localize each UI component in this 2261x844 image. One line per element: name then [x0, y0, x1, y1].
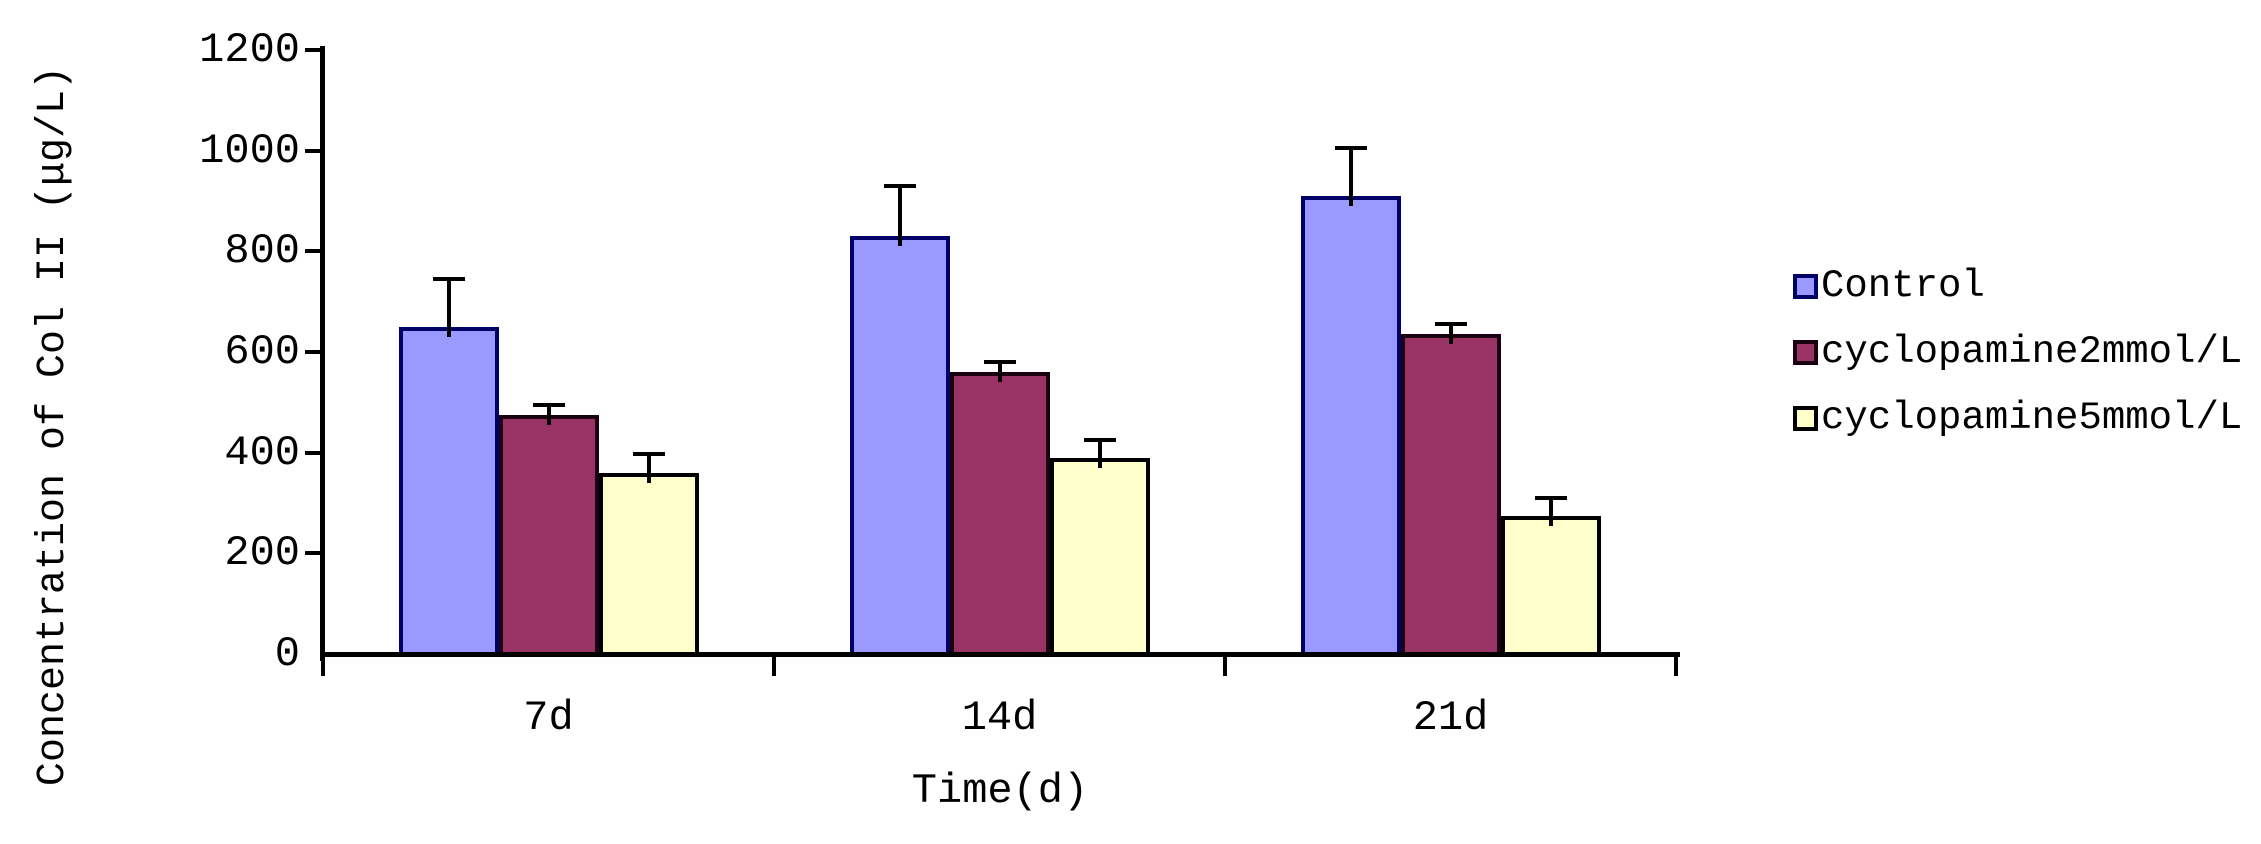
y-axis-tick-1200 [305, 48, 323, 52]
y-axis-tick-1000 [305, 148, 323, 153]
bar-control-21d [1300, 195, 1401, 657]
error-bar-cap-cyclopamine2mmol-l-14d [983, 360, 1016, 365]
bar-cyclopamine5mmol-l-7d [598, 472, 699, 657]
legend-label-cyclopamine5mmol-l: cyclopamine5mmol/L [1821, 396, 2243, 440]
error-bar-line-cyclopamine2mmol-l-14d [997, 362, 1002, 383]
y-axis-tick-200 [305, 551, 323, 556]
error-bar-cap-control-7d [432, 277, 465, 282]
error-bar-line-control-7d [446, 279, 451, 337]
error-bar-line-cyclopamine5mmol-l-7d [646, 453, 651, 483]
error-bar-cap-cyclopamine5mmol-l-7d [632, 451, 665, 456]
y-axis-tick-600 [305, 350, 323, 354]
bar-cyclopamine5mmol-l-21d [1500, 515, 1601, 657]
legend: Control cyclopamine2mmol/L cyclopamine5mmo… [1793, 253, 2242, 451]
x-axis-title: Time(d) [911, 767, 1089, 815]
legend-label-cyclopamine2mmol-l: cyclopamine2mmol/L [1821, 330, 2243, 374]
legend-item-control: Control [1793, 253, 2242, 319]
y-tick-label-1200: 1200 [199, 26, 300, 74]
error-bar-line-control-14d [897, 185, 902, 247]
x-axis-tick-3 [1674, 654, 1678, 676]
error-bar-line-cyclopamine2mmol-l-21d [1448, 324, 1453, 345]
x-category-label-21d: 21d [1412, 694, 1489, 742]
legend-label-control: Control [1821, 264, 1985, 308]
legend-item-cyclopamine2mmol-l: cyclopamine2mmol/L [1793, 319, 2242, 385]
bar-cyclopamine2mmol-l-7d [498, 414, 599, 657]
bar-cyclopamine2mmol-l-21d [1400, 334, 1501, 657]
bar-cyclopamine5mmol-l-14d [1049, 457, 1150, 657]
bar-control-7d [398, 326, 499, 657]
y-axis-tick-800 [305, 249, 323, 254]
bar-cyclopamine2mmol-l-14d [949, 372, 1050, 657]
legend-swatch-icon-cyclopamine5mmol-l [1793, 405, 1818, 431]
x-axis-line [320, 652, 1680, 657]
x-category-label-7d: 7d [523, 694, 574, 742]
error-bar-cap-cyclopamine5mmol-l-14d [1083, 438, 1116, 443]
y-axis-tick-400 [305, 450, 323, 455]
y-tick-label-200: 200 [224, 529, 300, 578]
legend-swatch-icon-control [1793, 273, 1818, 299]
x-axis-tick-2 [1223, 654, 1227, 676]
y-tick-label-400: 400 [224, 428, 300, 477]
legend-swatch-icon-cyclopamine2mmol-l [1793, 339, 1818, 365]
error-bar-line-cyclopamine2mmol-l-7d [546, 404, 551, 425]
error-bar-cap-cyclopamine2mmol-l-7d [532, 402, 565, 407]
error-bar-cap-control-21d [1334, 146, 1367, 151]
y-tick-label-1000: 1000 [199, 126, 300, 175]
error-bar-cap-cyclopamine2mmol-l-21d [1434, 322, 1467, 327]
x-axis-tick-0 [321, 654, 325, 676]
y-tick-label-0: 0 [274, 630, 300, 678]
y-tick-label-800: 800 [224, 227, 300, 276]
x-axis-tick-1 [772, 654, 776, 676]
error-bar-cap-control-14d [883, 183, 916, 188]
x-category-label-14d: 14d [961, 694, 1038, 742]
legend-item-cyclopamine5mmol-l: cyclopamine5mmol/L [1793, 385, 2242, 451]
bar-control-14d [849, 236, 950, 657]
error-bar-line-control-21d [1348, 148, 1353, 206]
y-tick-label-600: 600 [224, 328, 300, 376]
error-bar-line-cyclopamine5mmol-l-21d [1548, 497, 1553, 526]
error-bar-cap-cyclopamine5mmol-l-21d [1534, 495, 1567, 500]
error-bar-line-cyclopamine5mmol-l-14d [1097, 440, 1102, 468]
